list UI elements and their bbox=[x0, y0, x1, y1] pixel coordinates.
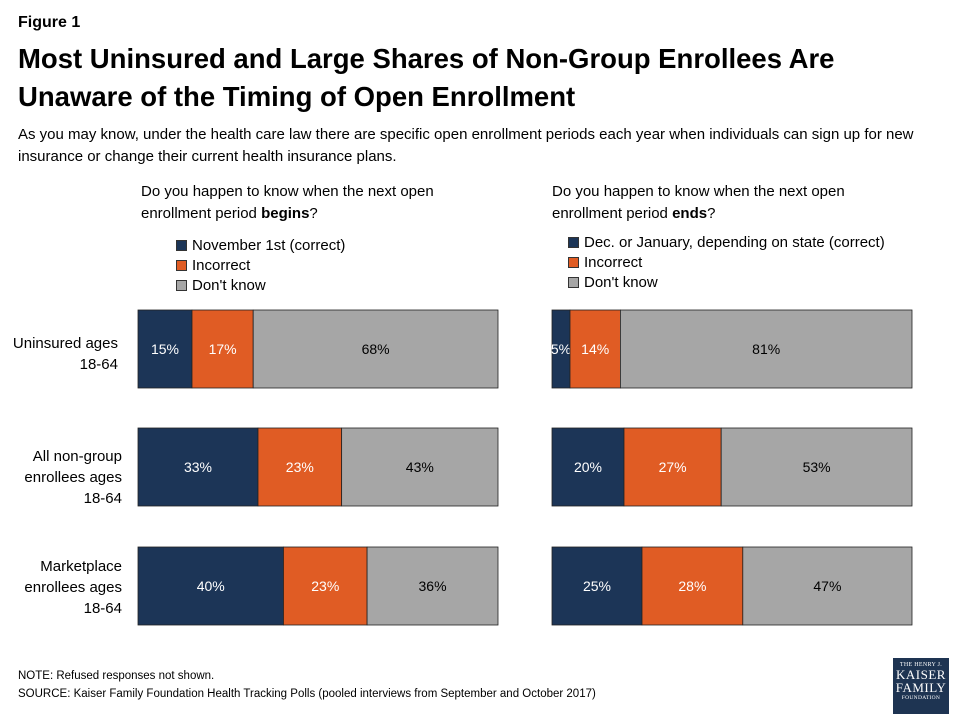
begins-bar-uninsured-incorrect bbox=[191, 309, 254, 389]
begins-label-uninsured-correct: 15% bbox=[151, 341, 179, 357]
ends-bar-non-group-dont-know bbox=[720, 427, 913, 507]
legend-item-incorrect: Incorrect bbox=[176, 255, 345, 275]
legend-swatch-incorrect bbox=[176, 259, 187, 271]
begins-label-marketplace-incorrect: 23% bbox=[311, 578, 339, 594]
chart-ends-svg: 5% 14% 81% 20% 27% 53% 25% 28% 47% bbox=[551, 309, 913, 626]
logo-line-3: FAMILY bbox=[895, 680, 947, 695]
ends-bar-marketplace-correct bbox=[551, 546, 643, 626]
ends-label-uninsured-dont-know: 81% bbox=[752, 341, 780, 357]
legend-swatch-correct bbox=[568, 236, 579, 248]
legend-swatch-correct bbox=[176, 239, 187, 251]
logo-line-4: FOUNDATION bbox=[901, 695, 941, 701]
begins-label-non-group-correct: 33% bbox=[184, 459, 212, 475]
ends-bar-marketplace-incorrect bbox=[641, 546, 744, 626]
ends-label-non-group-incorrect: 27% bbox=[659, 459, 687, 475]
begins-label-uninsured-incorrect: 17% bbox=[209, 341, 237, 357]
legend-label-incorrect: Incorrect bbox=[584, 253, 643, 271]
legend-swatch-dont-know bbox=[176, 279, 187, 291]
ends-label-uninsured-incorrect: 14% bbox=[581, 341, 609, 357]
legend-label-dont-know: Don't know bbox=[584, 273, 658, 291]
figure-label: Figure 1 bbox=[18, 14, 81, 31]
logo-line-1: THE HENRY J. bbox=[899, 662, 943, 668]
ends-label-uninsured-correct: 5% bbox=[551, 341, 571, 357]
question-begins-suffix: ? bbox=[309, 205, 318, 222]
chart-begins: 15% 17% 68% 33% 23% 43% 40% 23% 36% bbox=[136, 300, 500, 640]
begins-bar-non-group-dont-know bbox=[341, 427, 499, 507]
begins-bar-uninsured-dont-know bbox=[252, 309, 499, 389]
legend-swatch-dont-know bbox=[568, 276, 579, 288]
question-ends-suffix: ? bbox=[707, 205, 716, 222]
ends-label-non-group-correct: 20% bbox=[574, 459, 602, 475]
begins-label-non-group-incorrect: 23% bbox=[286, 459, 314, 475]
begins-bar-marketplace-correct bbox=[137, 546, 284, 626]
ends-bar-non-group-incorrect bbox=[623, 427, 722, 507]
legend-label-correct: November 1st (correct) bbox=[192, 236, 346, 254]
chart-ends: 5% 14% 81% 20% 27% 53% 25% 28% 47% bbox=[550, 300, 914, 640]
legend-item-dont-know: Don't know bbox=[176, 275, 345, 295]
legend-begins: November 1st (correct) Incorrect Don't k… bbox=[176, 235, 345, 295]
legend-label-correct: Dec. or January, depending on state (cor… bbox=[584, 233, 885, 251]
legend-label-dont-know: Don't know bbox=[192, 276, 266, 294]
row-label-uninsured: Uninsured ages 18-64 bbox=[12, 335, 118, 373]
legend-label-incorrect: Incorrect bbox=[192, 256, 251, 274]
kff-logo: THE HENRY J. KAISER FAMILY FOUNDATION bbox=[893, 658, 949, 714]
question-ends-bold: ends bbox=[672, 205, 708, 222]
question-begins-prefix: Do you happen to know when the next open… bbox=[141, 183, 434, 222]
question-ends-prefix: Do you happen to know when the next open… bbox=[552, 183, 845, 222]
ends-label-marketplace-dont-know: 47% bbox=[813, 578, 841, 594]
begins-bar-non-group-incorrect bbox=[257, 427, 343, 507]
note-text: NOTE: Refused responses not shown. bbox=[18, 670, 215, 682]
ends-bar-uninsured-dont-know bbox=[620, 309, 913, 389]
begins-label-non-group-dont-know: 43% bbox=[406, 459, 434, 475]
legend-ends: Dec. or January, depending on state (cor… bbox=[568, 232, 885, 292]
question-begins-bold: begins bbox=[261, 205, 310, 222]
ends-bar-uninsured-incorrect bbox=[569, 309, 621, 389]
begins-label-marketplace-correct: 40% bbox=[197, 578, 225, 594]
legend-item-dont-know: Don't know bbox=[568, 272, 885, 292]
ends-bar-non-group-correct bbox=[551, 427, 625, 507]
ends-label-non-group-dont-know: 53% bbox=[803, 459, 831, 475]
row-label-marketplace: Marketplace enrollees ages 18-64 bbox=[24, 558, 122, 617]
row-label-non-group: All non-group enrollees ages 18-64 bbox=[24, 448, 122, 507]
begins-label-uninsured-dont-know: 68% bbox=[362, 341, 390, 357]
legend-item-correct: Dec. or January, depending on state (cor… bbox=[568, 232, 885, 252]
ends-label-marketplace-correct: 25% bbox=[583, 578, 611, 594]
chart-begins-svg: 15% 17% 68% 33% 23% 43% 40% 23% 36% bbox=[137, 309, 499, 626]
legend-item-correct: November 1st (correct) bbox=[176, 235, 345, 255]
legend-swatch-incorrect bbox=[568, 256, 579, 268]
source-text: SOURCE: Kaiser Family Foundation Health … bbox=[18, 688, 596, 700]
begins-bar-marketplace-incorrect bbox=[283, 546, 368, 626]
logo-line-2: KAISER bbox=[896, 667, 946, 682]
question-begins: Do you happen to know when the next open… bbox=[141, 181, 461, 225]
begins-bar-marketplace-dont-know bbox=[366, 546, 499, 626]
legend-item-incorrect: Incorrect bbox=[568, 252, 885, 272]
chart-subtitle: As you may know, under the health care l… bbox=[18, 126, 914, 165]
begins-label-marketplace-dont-know: 36% bbox=[419, 578, 447, 594]
question-ends: Do you happen to know when the next open… bbox=[552, 181, 912, 225]
begins-bar-non-group-correct bbox=[137, 427, 259, 507]
ends-bar-marketplace-dont-know bbox=[742, 546, 913, 626]
ends-label-marketplace-incorrect: 28% bbox=[678, 578, 706, 594]
chart-title: Most Uninsured and Large Shares of Non-G… bbox=[18, 43, 835, 112]
